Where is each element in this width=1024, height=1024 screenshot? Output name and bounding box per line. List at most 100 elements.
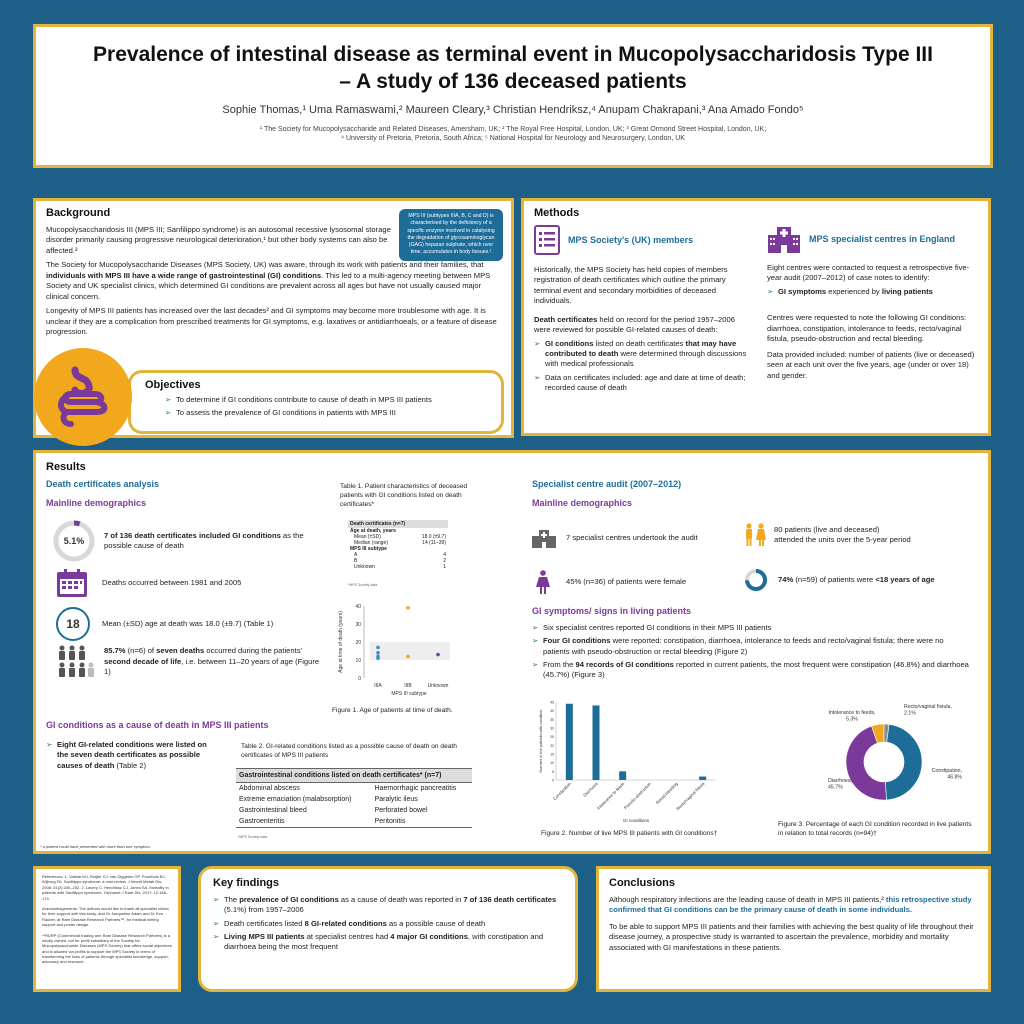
k1b: prevalence of GI conditions	[239, 895, 339, 904]
table1-cell-label: Age at death, years	[350, 528, 396, 534]
table1-row: Median (range) 14 (11–39)	[348, 540, 448, 546]
r-stat-female: 45% (n=36) of patients were female	[536, 570, 736, 594]
gd-d: (Table 2)	[114, 760, 147, 770]
table1-cell-value: 18.0 (±9.7)	[421, 534, 446, 540]
hospital-icon	[532, 530, 556, 548]
m-p2-bold: Death certificates	[534, 314, 598, 324]
table1-row: MPS III subtype	[348, 546, 448, 552]
intestine-icon	[58, 366, 108, 427]
results-panel: Results Death certificates analysis Main…	[33, 450, 991, 854]
table1-cell-label: MPS III subtype	[350, 546, 387, 552]
figure1-caption: Figure 1. Age of patients at time of dea…	[332, 707, 453, 714]
background-paragraph-2: The Society for Mucopolysaccharide Disea…	[46, 260, 501, 302]
figure2-bar	[565, 703, 573, 780]
rs4b: (n=59) of patients were	[793, 574, 876, 584]
figure2-y-label: Number of live patients with condition	[539, 710, 543, 773]
table2-cell: Paralytic ileus	[374, 796, 418, 803]
gi-death-title: GI conditions as a cause of death in MPS…	[46, 720, 269, 730]
key-finding-1: The prevalence of GI conditions as a cau…	[213, 895, 563, 916]
table2-footnote: *MPS Society data	[238, 835, 268, 839]
m-p2-text: held on record for the period 1957–2006 …	[534, 314, 735, 335]
figure3-donut-chart: Constipation,46.8% Diarrhoea,45.7% Intoler…	[828, 704, 962, 801]
table1-header: Death certificates (n=7)	[348, 520, 448, 528]
figure2-x-tick: Intolerance to feeds	[596, 781, 626, 811]
document-list-icon	[534, 225, 560, 255]
r-stat-centres: 7 specialist centres undertook the audit	[532, 528, 732, 548]
background-paragraph-3: Longevity of MPS III patients has increa…	[46, 306, 497, 337]
stat-mean-age: 18 Mean (±SD) age at death was 18.0 (±9.…	[56, 607, 326, 641]
k3b: at specialist centres had	[304, 931, 391, 941]
methods-col1-title: MPS Society's (UK) members	[568, 235, 694, 245]
table1-cell-label: Median (range)	[354, 540, 388, 546]
figure3-slice	[845, 725, 887, 801]
mainline-demographics-right: Mainline demographics	[532, 498, 633, 508]
k1c: as a cause of death was reported in	[338, 895, 464, 904]
figure3-label-constipation: Constipation,	[932, 768, 962, 774]
people-group-icon	[59, 645, 94, 677]
figure1-y-tick: 0	[358, 676, 361, 682]
figure2-x-tick: Constipation	[552, 781, 572, 801]
figure2-y-tick: 35	[550, 718, 554, 722]
gd-a: Eight GI-related conditions	[57, 740, 155, 749]
stat4-text: 85.7% (n=6) of seven deaths occurred dur…	[104, 646, 326, 677]
mainline-demographics-left: Mainline demographics	[46, 498, 147, 508]
figure1-y-label: Age at time of death (years)	[338, 611, 344, 673]
table1: Death certificates (n=7) Age at death, y…	[348, 520, 448, 570]
s4f: , i.e. between 11–20 years of age (Figur…	[104, 656, 320, 677]
stat1-rest: as the possible cause of death	[104, 530, 304, 550]
authors: Sophie Thomas,¹ Uma Ramaswami,² Maureen …	[222, 103, 804, 116]
gl-bullet-2: Four GI conditions were reported: consti…	[532, 636, 972, 657]
table2-cell: Gastrointestinal bleed	[239, 807, 307, 814]
gl3a: From the	[543, 659, 576, 669]
age-badge: 18	[66, 617, 80, 631]
gi-living-bullets: Six specialist centres reported GI condi…	[532, 623, 972, 683]
conclusions-heading: Conclusions	[609, 877, 676, 889]
figure2-x-tick: Pseudo-obstruction	[623, 781, 653, 811]
r-stat3-text: 45% (n=36) of patients were female	[566, 576, 687, 586]
objective-item-2: To assess the prevalence of GI condition…	[165, 408, 491, 418]
methods-col2-paragraph-1: Eight centres were contacted to request …	[767, 263, 970, 283]
table1-footnote: *MPS Society data	[348, 583, 378, 587]
figure2-y-tick: 30	[550, 727, 554, 731]
conclusions-panel: Conclusions Although respiratory infecti…	[596, 866, 991, 992]
objective-item-1: To determine if GI conditions contribute…	[165, 395, 491, 405]
background-paragraph-1: Mucopolysaccharidosis III (MPS III; Sanf…	[46, 225, 391, 255]
stat1-text: 7 of 136 death certificates included GI …	[104, 531, 322, 552]
methods-panel: Methods MPS Society's (UK) members Histo…	[521, 198, 991, 436]
table1-cell-value: 4	[443, 552, 446, 558]
m2-b1-a: GI symptoms	[778, 286, 827, 296]
table1-caption: Table 1. Patient characteristics of dece…	[340, 483, 468, 508]
r-stat2-text: 80 patients (live and deceased) attended …	[774, 525, 911, 546]
figure3-caption: Figure 3. Percentage of each GI conditio…	[778, 821, 972, 837]
table1-cell-label: A	[354, 552, 358, 558]
figure3-label-constipation: 46.8%	[947, 775, 962, 781]
r-stat2-line1: 80 patients (live and deceased)	[774, 524, 880, 534]
s4a: 85.7%	[104, 646, 126, 656]
rs4a: 74%	[778, 574, 794, 584]
figure2-y-tick: 5	[552, 770, 554, 774]
poster-title: Prevalence of intestinal disease as term…	[36, 41, 990, 96]
figure3-slice	[883, 723, 890, 743]
methods-col2-paragraph-2: Centres were requested to note the follo…	[767, 313, 967, 344]
figure1-y-tick: 10	[355, 658, 361, 664]
figure2-y-tick: 10	[550, 761, 554, 765]
bg-p2-highlight: individuals with MPS III have a wide ran…	[46, 270, 322, 280]
key-finding-2: Death certificates listed 8 GI-related c…	[213, 919, 563, 929]
table2-cell: Extreme emaciation (malabsorption)	[239, 796, 352, 803]
stat2-text: Deaths occurred between 1981 and 2005	[102, 577, 242, 587]
r-stat4-text: 74% (n=59) of patients were <18 years of…	[778, 575, 935, 585]
table2-cell: Haemorrhagic pancreatitis	[374, 785, 457, 792]
figure1-point	[376, 654, 380, 659]
m2-b1-b: experienced by	[826, 286, 882, 296]
figure1-point	[406, 654, 410, 659]
r-stat1-text: 7 specialist centres undertook the audit	[566, 532, 698, 542]
gi-death-bullet: Eight GI-related conditions were listed …	[46, 740, 218, 771]
gl3b: 94 records of GI conditions	[575, 659, 674, 669]
methods-col1-paragraph-2: Death certificates held on record for th…	[534, 315, 752, 336]
objectives-panel: Objectives To determine if GI conditions…	[128, 370, 504, 434]
m-b1-a: GI conditions	[545, 338, 594, 348]
specialist-audit-title: Specialist centre audit (2007–2012)	[532, 479, 682, 489]
methods-col1-paragraph-1: Historically, the MPS Society has held c…	[534, 265, 728, 306]
table2: Gastrointestinal conditions listed on de…	[236, 768, 472, 828]
